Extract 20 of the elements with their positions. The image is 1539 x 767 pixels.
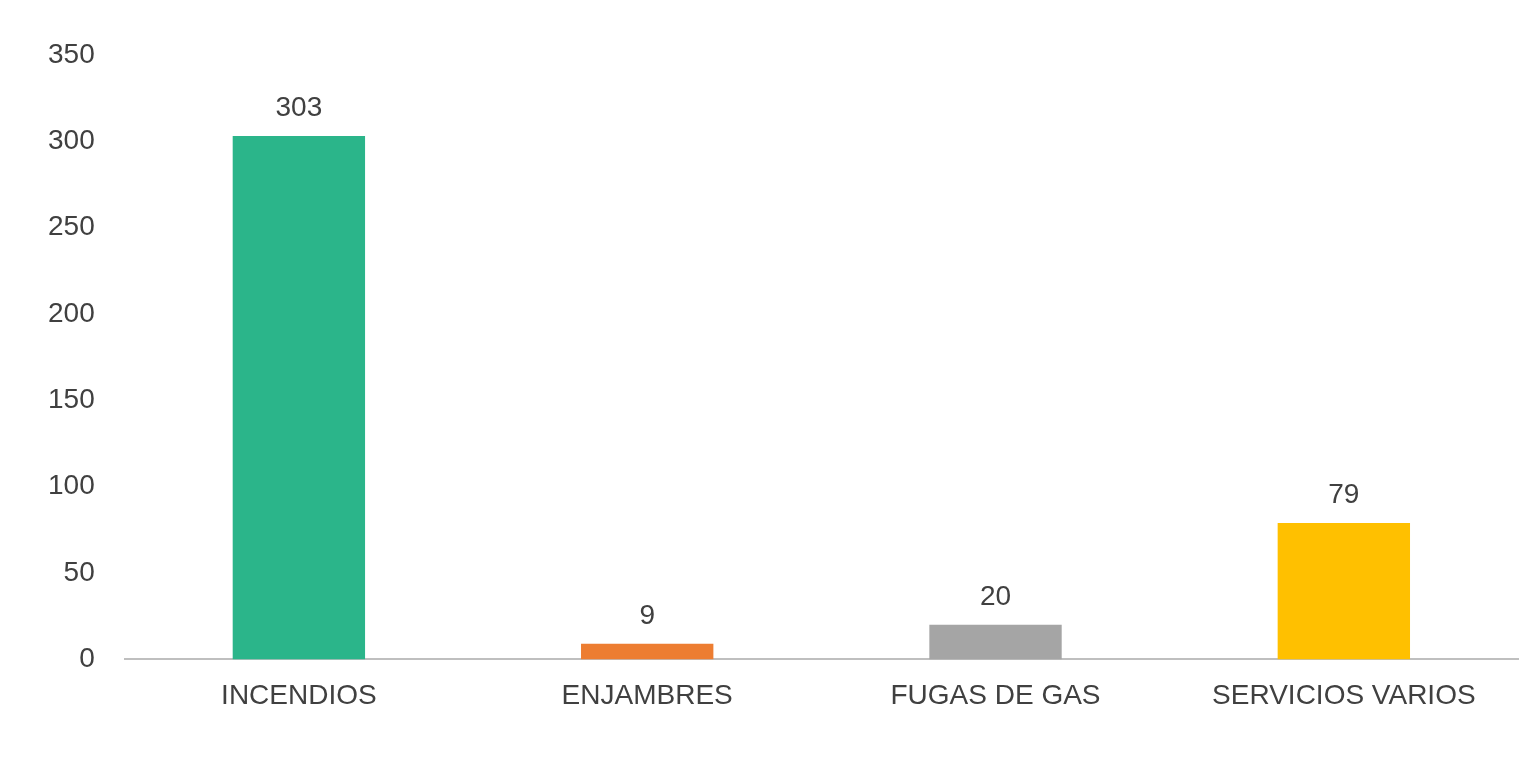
y-tick-label: 300 (48, 123, 95, 155)
y-tick-label: 0 (79, 642, 95, 674)
x-tick-label: ENJAMBRES (561, 678, 733, 710)
y-tick-label: 200 (48, 296, 95, 328)
y-tick-label: 150 (48, 383, 95, 414)
data-label: 20 (979, 579, 1012, 611)
bar (581, 643, 714, 660)
data-label: 79 (1328, 477, 1360, 509)
y-tick-label: 50 (63, 555, 95, 587)
bar (1277, 522, 1411, 660)
data-label: 9 (639, 598, 655, 630)
data-label: 303 (275, 90, 323, 122)
x-tick-label: INCENDIOS (221, 678, 377, 710)
bar (929, 624, 1062, 660)
y-tick-label: 250 (48, 210, 95, 242)
y-tick-label: 100 (48, 469, 95, 501)
x-tick-label: FUGAS DE GAS (890, 678, 1101, 710)
x-tick-label: SERVICIOS VARIOS (1212, 678, 1476, 710)
bar (232, 135, 366, 660)
y-tick-label: 350 (48, 37, 95, 69)
